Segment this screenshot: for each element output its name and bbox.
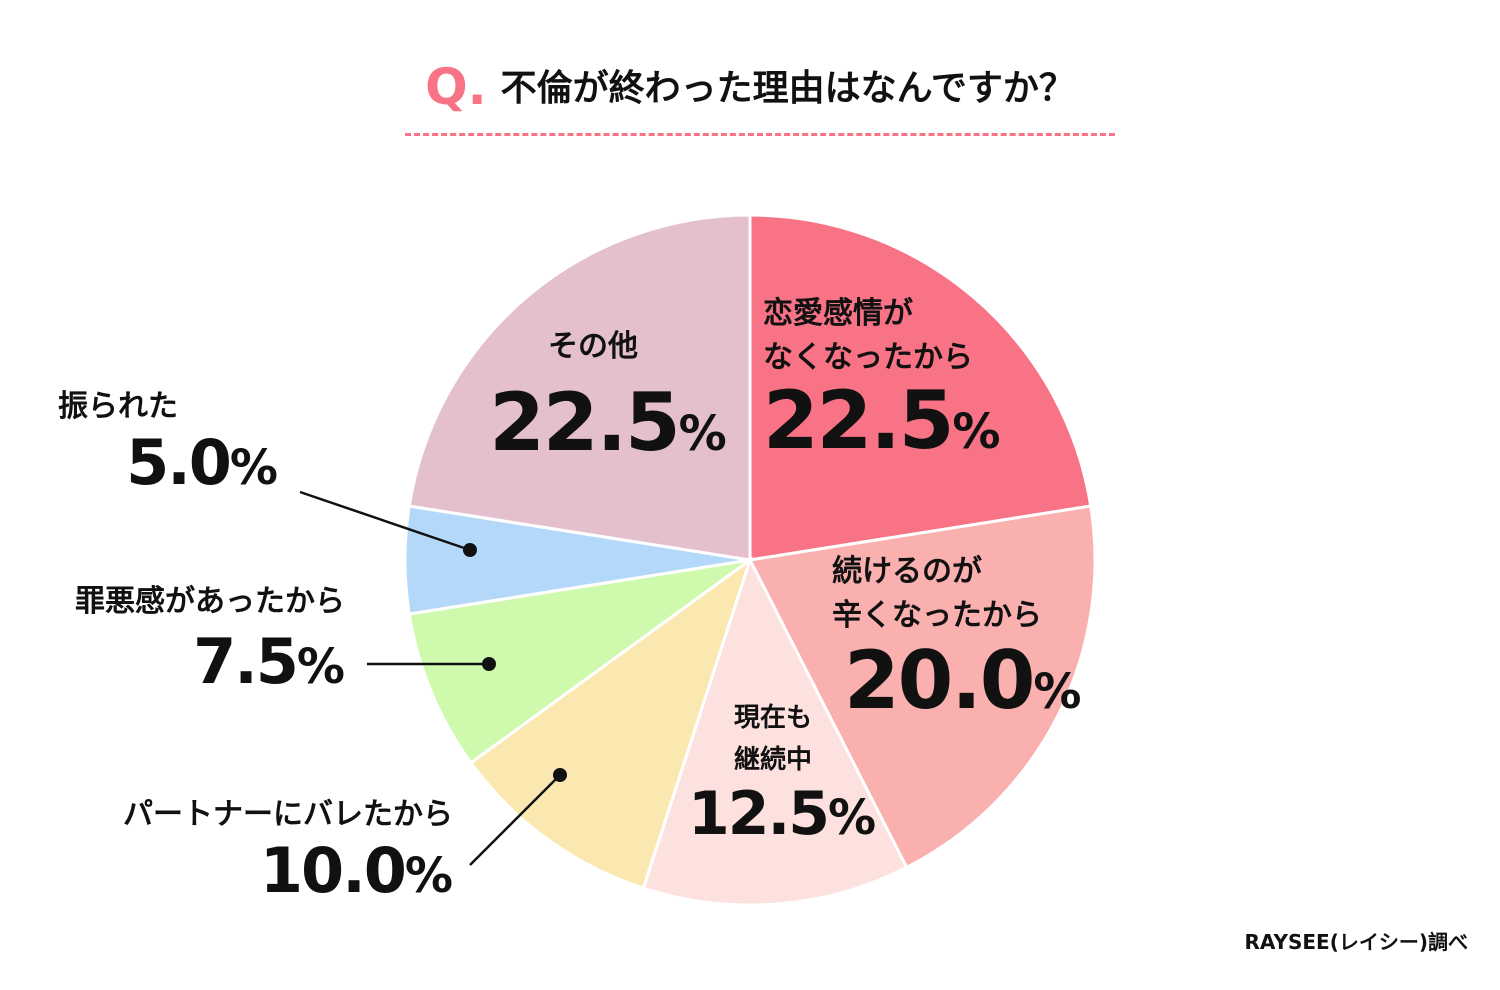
pie-slice-1 (747, 504, 1097, 870)
label-slice-3: パートナーにバレたから 10.0% (58, 793, 453, 905)
q-mark: Q. (425, 58, 487, 116)
leader-dot-3 (553, 768, 567, 782)
slice-value: 22.5% (763, 374, 1001, 467)
label-slice-4: 罪悪感があったから 7.5% (20, 580, 345, 696)
leader-dot-5 (463, 543, 477, 557)
title-divider (405, 133, 1115, 136)
slice-value: 5.0% (126, 425, 278, 499)
label-slice-2: 現在も 継続中 12.5% (688, 698, 877, 850)
slice-label: 罪悪感があったから (75, 584, 345, 619)
leader-line-5 (299, 490, 471, 552)
leader-line-3 (469, 774, 561, 866)
slice-value: 20.0% (844, 634, 1082, 727)
source-note: RAYSEE(レイシー)調べ (1244, 930, 1468, 954)
slice-value: 10.0% (259, 833, 453, 907)
pie-slice-6 (407, 213, 752, 562)
slice-label: パートナーにバレたから (123, 797, 453, 832)
label-slice-0: 恋愛感情が なくなったから 22.5% (763, 292, 1000, 465)
label-slice-1: 続けるのが 辛くなったから 20.0% (832, 550, 1081, 725)
leader-dot-4 (482, 657, 496, 671)
slice-label: 振られた (58, 389, 178, 424)
label-slice-6: その他 22.5% (488, 325, 728, 467)
pie-slice-0 (748, 213, 1093, 562)
title-text: 不倫が終わった理由はなんですか？ (500, 68, 1075, 109)
slice-value: 7.5% (193, 624, 345, 698)
slice-label: 現在も 継続中 (733, 703, 812, 775)
pie-slice-2 (641, 556, 909, 907)
slice-label: 恋愛感情が なくなったから (763, 296, 973, 375)
label-slice-5: 振られた 5.0% (58, 385, 278, 497)
pie-slice-3 (468, 556, 753, 891)
slice-value: 12.5% (688, 779, 877, 850)
slice-label: 続けるのが 辛くなったから (832, 554, 1042, 633)
slice-value: 22.5% (489, 375, 727, 469)
pie-slice-4 (407, 558, 751, 765)
slice-label: その他 (548, 329, 638, 364)
chart-title: Q. 不倫が終わった理由はなんですか？ (0, 58, 1500, 116)
